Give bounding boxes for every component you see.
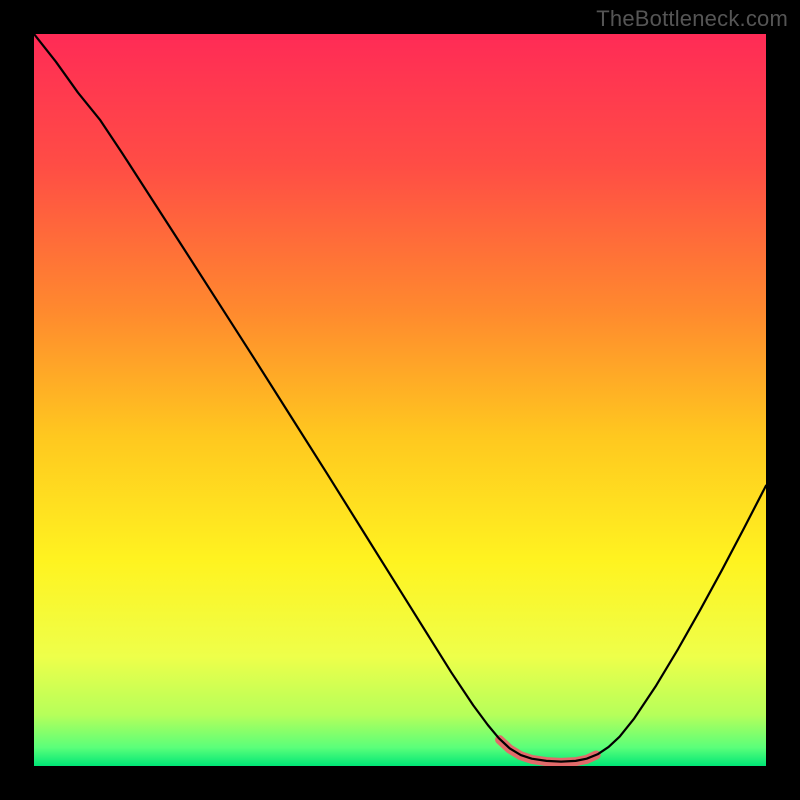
chart-plot-area xyxy=(34,34,766,766)
bottleneck-curve-chart xyxy=(34,34,766,766)
watermark-label: TheBottleneck.com xyxy=(596,6,788,32)
gradient-background xyxy=(34,34,766,766)
